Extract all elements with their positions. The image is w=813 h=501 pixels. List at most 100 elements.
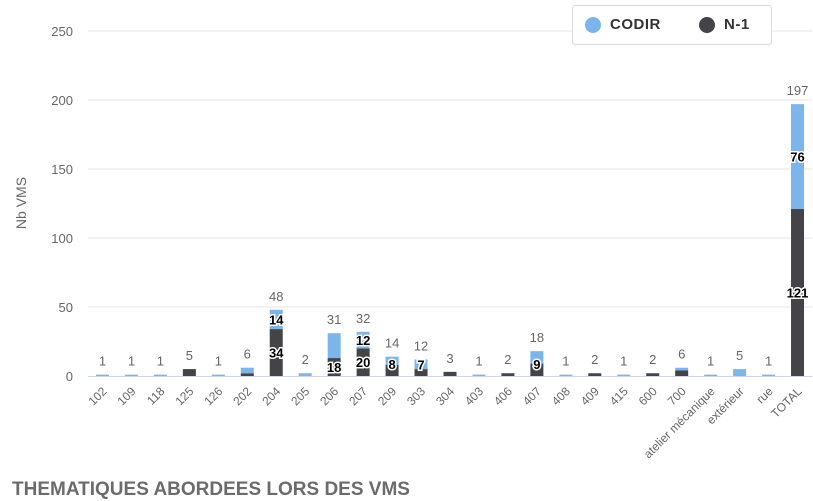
- total-label: 5: [186, 348, 193, 363]
- segment-label-codir: 7: [417, 357, 424, 372]
- bar-segment-codir: [356, 331, 370, 349]
- bar-segment-n1: [646, 373, 660, 376]
- total-label: 197: [787, 83, 809, 98]
- total-label: 1: [620, 354, 627, 369]
- bar-segment-codir: [240, 367, 254, 374]
- x-tick-label: 600: [636, 384, 660, 408]
- bar-segment-codir: [124, 374, 138, 376]
- bar-segment-codir: [298, 373, 312, 376]
- legend-label-codir: CODIR: [610, 16, 661, 33]
- bar-segment-codir: [530, 351, 544, 364]
- total-label: 1: [215, 354, 222, 369]
- total-label: 1: [99, 354, 106, 369]
- segment-label-codir: 76: [790, 150, 804, 165]
- total-label: 6: [244, 347, 251, 362]
- x-tick-label: 125: [172, 384, 196, 408]
- x-tick-label: 204: [259, 384, 283, 408]
- bar-segment-codir: [559, 374, 573, 376]
- bar-segment-codir: [327, 333, 341, 359]
- total-label: 14: [385, 336, 399, 351]
- y-tick-label: 250: [51, 24, 73, 39]
- x-tick-label: 403: [462, 384, 486, 408]
- segment-label-n1: 121: [787, 286, 809, 301]
- legend-item-n1[interactable]: N-1: [699, 16, 750, 33]
- x-tick-label: 409: [578, 384, 602, 408]
- legend-swatch-n1: [699, 16, 715, 33]
- x-tick-label: 205: [288, 384, 312, 408]
- x-tick-label: TOTAL: [768, 384, 805, 421]
- legend-item-codir[interactable]: CODIR: [585, 16, 661, 33]
- bar-segment-codir: [704, 374, 718, 376]
- x-tick-label: 304: [433, 384, 457, 408]
- x-tick-label: 126: [201, 384, 225, 408]
- bar-segment-codir: [211, 374, 225, 376]
- x-tick-label: 407: [520, 384, 544, 408]
- x-tick-label: 415: [607, 384, 631, 408]
- x-tick-label: 202: [230, 384, 254, 408]
- total-label: 18: [530, 330, 544, 345]
- total-label: 2: [591, 352, 598, 367]
- x-tick-label: 206: [317, 384, 341, 408]
- y-axis-title: Nb VMS: [13, 177, 29, 229]
- total-label: 1: [157, 354, 164, 369]
- segment-label-codir: 14: [269, 312, 284, 327]
- total-label: 5: [736, 348, 743, 363]
- total-label: 2: [649, 352, 656, 367]
- total-label: 1: [765, 354, 772, 369]
- bar-segment-n1: [182, 369, 196, 376]
- bar-segment-codir: [153, 374, 167, 376]
- bar-segment-n1: [501, 373, 515, 376]
- total-label: 2: [302, 352, 309, 367]
- legend-label-n1: N-1: [724, 16, 750, 33]
- x-tick-label: 303: [404, 384, 428, 408]
- bar-segment-codir: [791, 104, 805, 210]
- bar-segment-codir: [733, 369, 747, 376]
- x-tick-label: 408: [549, 384, 573, 408]
- x-tick-label: 109: [114, 384, 138, 408]
- section-title: THEMATIQUES ABORDEES LORS DES VMS: [12, 479, 410, 500]
- total-label: 31: [327, 312, 341, 327]
- total-label: 1: [707, 354, 714, 369]
- bar-segment-n1: [588, 373, 602, 376]
- bar-segment-codir: [472, 374, 486, 376]
- bar-segment-codir: [617, 374, 631, 376]
- bar-segment-n1: [443, 371, 457, 376]
- x-tick-label: 207: [346, 384, 370, 408]
- y-tick-label: 100: [51, 231, 73, 246]
- y-tick-label: 200: [51, 93, 73, 108]
- x-tick-label: 406: [491, 384, 515, 408]
- x-tick-label: rue: [754, 384, 776, 406]
- total-label: 1: [475, 354, 482, 369]
- legend-swatch-codir: [585, 16, 601, 33]
- total-label: 3: [446, 351, 453, 366]
- bar-segment-n1: [530, 363, 544, 376]
- x-tick-label: 118: [144, 384, 168, 408]
- total-label: 48: [269, 289, 283, 304]
- x-tick-label: 700: [665, 384, 689, 408]
- y-tick-label: 50: [59, 300, 73, 315]
- segment-label-n1: 20: [356, 355, 370, 370]
- bar-segment-codir: [385, 356, 399, 365]
- bar-segment-codir: [269, 309, 283, 330]
- segment-label-n1: 9: [533, 357, 540, 372]
- segment-label-n1: 34: [269, 346, 284, 361]
- total-label: 2: [504, 352, 511, 367]
- bar-segment-n1: [240, 373, 254, 376]
- y-tick-label: 150: [51, 162, 73, 177]
- bar-segment-n1: [675, 370, 689, 376]
- segment-label-n1: 18: [327, 360, 341, 375]
- segment-label-n1: 8: [388, 357, 395, 372]
- bar-segment-n1: [269, 329, 283, 376]
- y-tick-label: 0: [66, 369, 73, 384]
- x-tick-label: 102: [86, 384, 110, 408]
- total-label: 1: [562, 354, 569, 369]
- bar-segment-n1: [327, 358, 341, 376]
- total-label: 6: [678, 347, 685, 362]
- bar-segment-codir: [95, 374, 109, 376]
- bar-segment-codir: [414, 359, 428, 370]
- total-label: 32: [356, 311, 370, 326]
- bar-segment-codir: [762, 374, 776, 376]
- bar-segment-n1: [414, 369, 428, 376]
- bar-segment-n1: [791, 209, 805, 376]
